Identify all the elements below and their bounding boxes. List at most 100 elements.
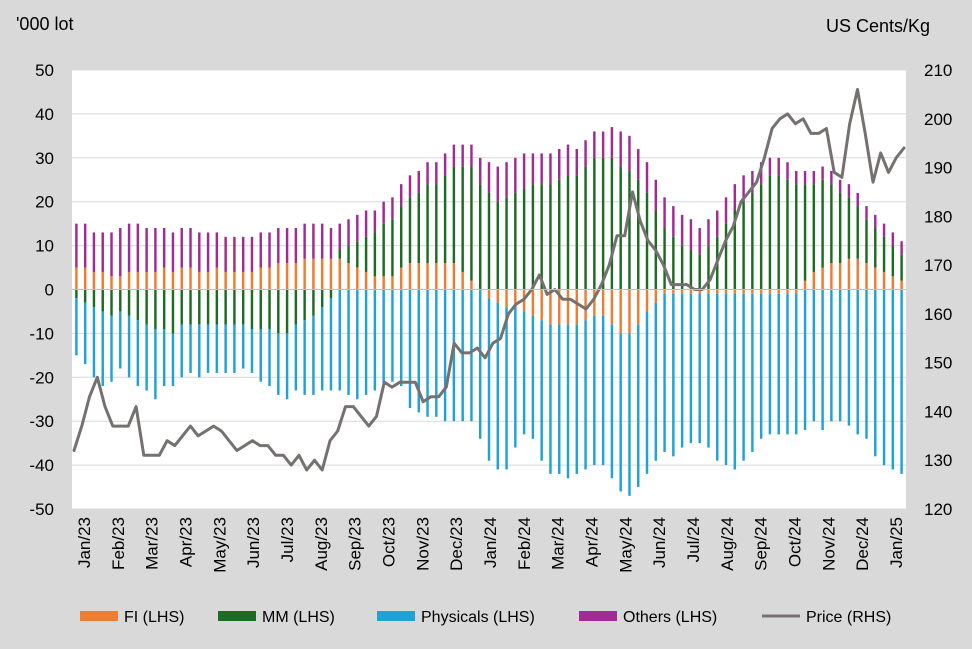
- bar-mm: [285, 289, 289, 334]
- x-tick-label: Nov/23: [413, 517, 432, 571]
- bar-mm: [294, 289, 298, 325]
- bar-physicals: [610, 324, 614, 479]
- bar-physicals: [101, 311, 104, 387]
- bar-others: [575, 149, 579, 176]
- bar-others: [110, 232, 113, 277]
- bar-fi: [680, 289, 684, 294]
- bar-mm: [408, 197, 412, 264]
- bar-physicals: [356, 289, 359, 400]
- bar-mm: [154, 289, 157, 330]
- bar-fi: [470, 280, 473, 290]
- bar-fi: [206, 271, 210, 290]
- bar-others: [461, 144, 464, 167]
- bar-mm: [514, 192, 517, 290]
- bar-physicals: [162, 329, 166, 387]
- bar-fi: [259, 267, 262, 290]
- bar-others: [215, 232, 219, 268]
- bar-mm: [189, 289, 192, 325]
- bar-others: [417, 170, 420, 193]
- bar-fi: [127, 271, 131, 290]
- x-tick-label: Dec/23: [447, 517, 466, 571]
- bar-mm: [637, 179, 640, 290]
- bar-others: [821, 166, 824, 180]
- bar-physicals: [180, 324, 183, 378]
- bar-fi: [382, 276, 385, 290]
- bar-others: [654, 179, 658, 211]
- bar-physicals: [900, 289, 903, 474]
- bar-physicals: [593, 315, 596, 466]
- bar-others: [303, 223, 306, 259]
- bar-others: [162, 228, 166, 268]
- bar-physicals: [663, 293, 666, 452]
- bar-others: [584, 140, 587, 167]
- bar-fi: [452, 263, 456, 290]
- bar-mm: [803, 184, 807, 281]
- bar-mm: [101, 289, 104, 312]
- bar-physicals: [584, 320, 587, 470]
- bar-physicals: [75, 298, 78, 356]
- bar-others: [154, 228, 157, 272]
- bar-physicals: [619, 333, 622, 492]
- bar-others: [558, 149, 561, 180]
- bar-others: [522, 153, 526, 189]
- bar-fi: [250, 271, 254, 290]
- bar-others: [285, 228, 289, 264]
- bar-fi: [233, 271, 236, 290]
- bar-others: [628, 135, 631, 171]
- bar-fi: [628, 289, 631, 334]
- bar-others: [101, 232, 104, 272]
- bar-others: [733, 184, 737, 211]
- legend-label-3: Others (LHS): [623, 609, 717, 626]
- bar-mm: [540, 184, 543, 290]
- bar-physicals: [312, 315, 315, 395]
- bar-physicals: [680, 293, 684, 448]
- bar-fi: [268, 267, 271, 290]
- bar-physicals: [865, 289, 868, 439]
- bar-mm: [215, 289, 219, 325]
- bar-physicals: [373, 289, 377, 391]
- bar-physicals: [233, 324, 236, 373]
- bar-others: [92, 232, 96, 272]
- bar-others: [294, 228, 298, 264]
- bar-others: [435, 162, 438, 185]
- legend-label-4: Price (RHS): [806, 609, 891, 626]
- bar-physicals: [514, 307, 517, 448]
- bar-physicals: [215, 324, 219, 373]
- bar-fi: [601, 289, 605, 316]
- bar-mm: [250, 289, 254, 330]
- bar-mm: [698, 254, 701, 290]
- legend-swatch-1: [218, 611, 256, 621]
- bar-fi: [751, 289, 754, 294]
- bar-others: [707, 219, 710, 246]
- bar-others: [180, 228, 183, 268]
- bar-physicals: [575, 324, 579, 474]
- bar-fi: [689, 289, 693, 294]
- bar-physicals: [496, 302, 500, 470]
- bar-physicals: [127, 315, 131, 378]
- bar-others: [373, 210, 377, 233]
- bar-others: [795, 170, 798, 185]
- bar-physicals: [751, 293, 754, 452]
- bar-others: [891, 232, 895, 246]
- bar-fi: [92, 271, 96, 290]
- bar-fi: [575, 289, 579, 325]
- bar-others: [136, 223, 140, 272]
- bar-physicals: [285, 333, 289, 400]
- bar-mm: [549, 184, 552, 290]
- bar-mm: [707, 245, 710, 290]
- bar-mm: [478, 184, 482, 290]
- bar-mm: [233, 289, 236, 325]
- bar-fi: [443, 263, 447, 290]
- bar-others: [742, 175, 745, 202]
- bar-others: [127, 223, 131, 272]
- bar-physicals: [531, 315, 535, 439]
- x-tick-label: Jul/23: [278, 517, 297, 562]
- bar-physicals: [110, 315, 113, 382]
- bar-others: [724, 197, 728, 224]
- bar-mm: [847, 197, 851, 259]
- bar-fi: [593, 289, 596, 316]
- bar-physicals: [821, 289, 824, 430]
- x-tick-label: Nov/24: [819, 517, 838, 571]
- bar-others: [540, 153, 543, 185]
- bar-mm: [593, 157, 596, 290]
